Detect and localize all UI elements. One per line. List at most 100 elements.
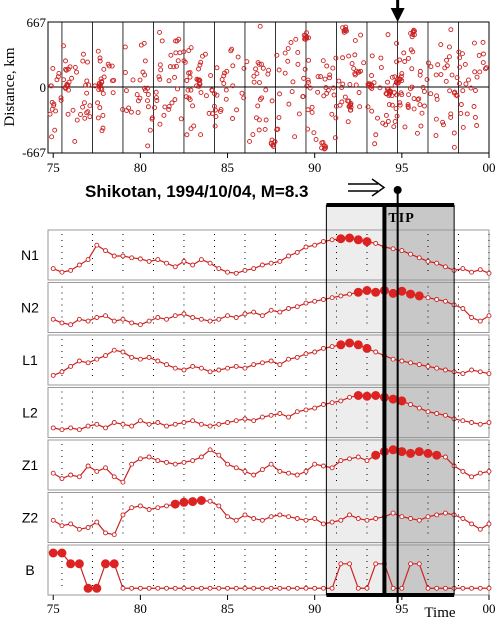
- panel-l1: L1: [22, 334, 492, 386]
- panel-b: B: [25, 544, 492, 596]
- series-point: [242, 311, 248, 317]
- event-point: [444, 57, 449, 63]
- series-point: [460, 468, 466, 474]
- series-point: [320, 239, 326, 245]
- event-point: [369, 86, 375, 92]
- event-point: [274, 127, 280, 133]
- series-point: [207, 318, 213, 324]
- event-point: [166, 106, 172, 112]
- event-point: [269, 98, 275, 104]
- event-point: [347, 81, 353, 87]
- tip-overlay: [325, 186, 455, 603]
- series-point: [469, 521, 475, 527]
- series-point: [268, 461, 274, 467]
- series-point: [469, 585, 475, 591]
- event-point: [385, 32, 391, 38]
- alarm-point: [362, 237, 372, 247]
- event-point: [274, 52, 280, 58]
- series-point: [294, 304, 300, 310]
- event-point: [196, 66, 201, 72]
- event-point: [481, 51, 486, 57]
- event-point: [304, 30, 309, 36]
- series-point: [216, 503, 222, 509]
- event-point: [219, 77, 225, 82]
- series-point: [50, 266, 56, 272]
- event-point: [386, 102, 392, 107]
- event-point: [50, 65, 56, 71]
- series-point: [442, 367, 448, 373]
- event-point: [373, 132, 379, 138]
- series-point: [68, 267, 74, 273]
- series-point: [259, 414, 265, 420]
- series-point: [225, 420, 230, 425]
- series-point: [486, 270, 492, 276]
- event-point: [369, 53, 375, 59]
- event-point: [336, 78, 342, 84]
- series-point: [259, 517, 265, 523]
- series-point: [155, 257, 161, 263]
- series-point: [146, 258, 152, 264]
- series-point: [355, 516, 361, 521]
- series-point: [181, 420, 187, 425]
- series-point: [408, 251, 414, 257]
- event-point: [250, 132, 256, 138]
- event-point: [347, 107, 353, 113]
- series-point: [120, 253, 126, 259]
- series-point: [76, 316, 82, 322]
- series-point: [129, 320, 135, 326]
- event-point: [52, 127, 58, 133]
- y-tick-bottom: -667: [22, 145, 46, 160]
- event-point: [476, 52, 482, 58]
- event-point: [53, 108, 58, 114]
- series-point: [190, 363, 196, 369]
- panel-frame: [47, 282, 490, 333]
- event-point: [183, 94, 189, 100]
- event-point: [85, 59, 90, 65]
- series-point: [111, 532, 117, 538]
- series-point: [469, 315, 475, 320]
- event-point: [157, 29, 162, 35]
- event-point: [251, 79, 257, 85]
- event-point: [434, 93, 440, 99]
- alarm-point: [353, 287, 363, 297]
- event-point: [331, 92, 337, 98]
- series-point: [190, 418, 196, 424]
- series-point: [251, 266, 257, 272]
- series-point: [399, 358, 405, 364]
- series-point: [242, 416, 248, 422]
- series-point: [198, 585, 204, 591]
- alarm-point: [109, 559, 119, 569]
- event-point: [448, 111, 454, 117]
- series-point: [85, 360, 91, 366]
- top-scatter-panel: 75 80 85 90 95 00: [47, 21, 496, 175]
- series-point: [146, 454, 152, 460]
- event-point: [303, 35, 309, 41]
- event-point: [80, 104, 86, 110]
- event-point: [153, 95, 159, 101]
- series-point: [146, 585, 152, 591]
- event-point: [235, 54, 241, 60]
- series-point: [94, 468, 100, 474]
- series-point: [347, 561, 353, 567]
- event-point: [99, 87, 105, 93]
- event-point: [109, 78, 115, 84]
- event-point: [383, 122, 389, 128]
- series-label: Z1: [22, 457, 39, 473]
- series-point: [242, 365, 248, 371]
- event-point: [305, 77, 311, 83]
- event-point: [402, 59, 408, 64]
- series-point: [85, 318, 91, 324]
- series-point: [477, 267, 483, 273]
- series-point: [164, 362, 169, 368]
- alarm-point: [397, 447, 407, 457]
- event-point: [169, 100, 175, 106]
- panel-n2: N2: [21, 282, 492, 333]
- series-point: [434, 260, 440, 266]
- series-point: [111, 474, 117, 480]
- event-point: [72, 138, 78, 144]
- event-point: [145, 92, 151, 97]
- event-point: [177, 50, 183, 56]
- series-point: [364, 517, 370, 523]
